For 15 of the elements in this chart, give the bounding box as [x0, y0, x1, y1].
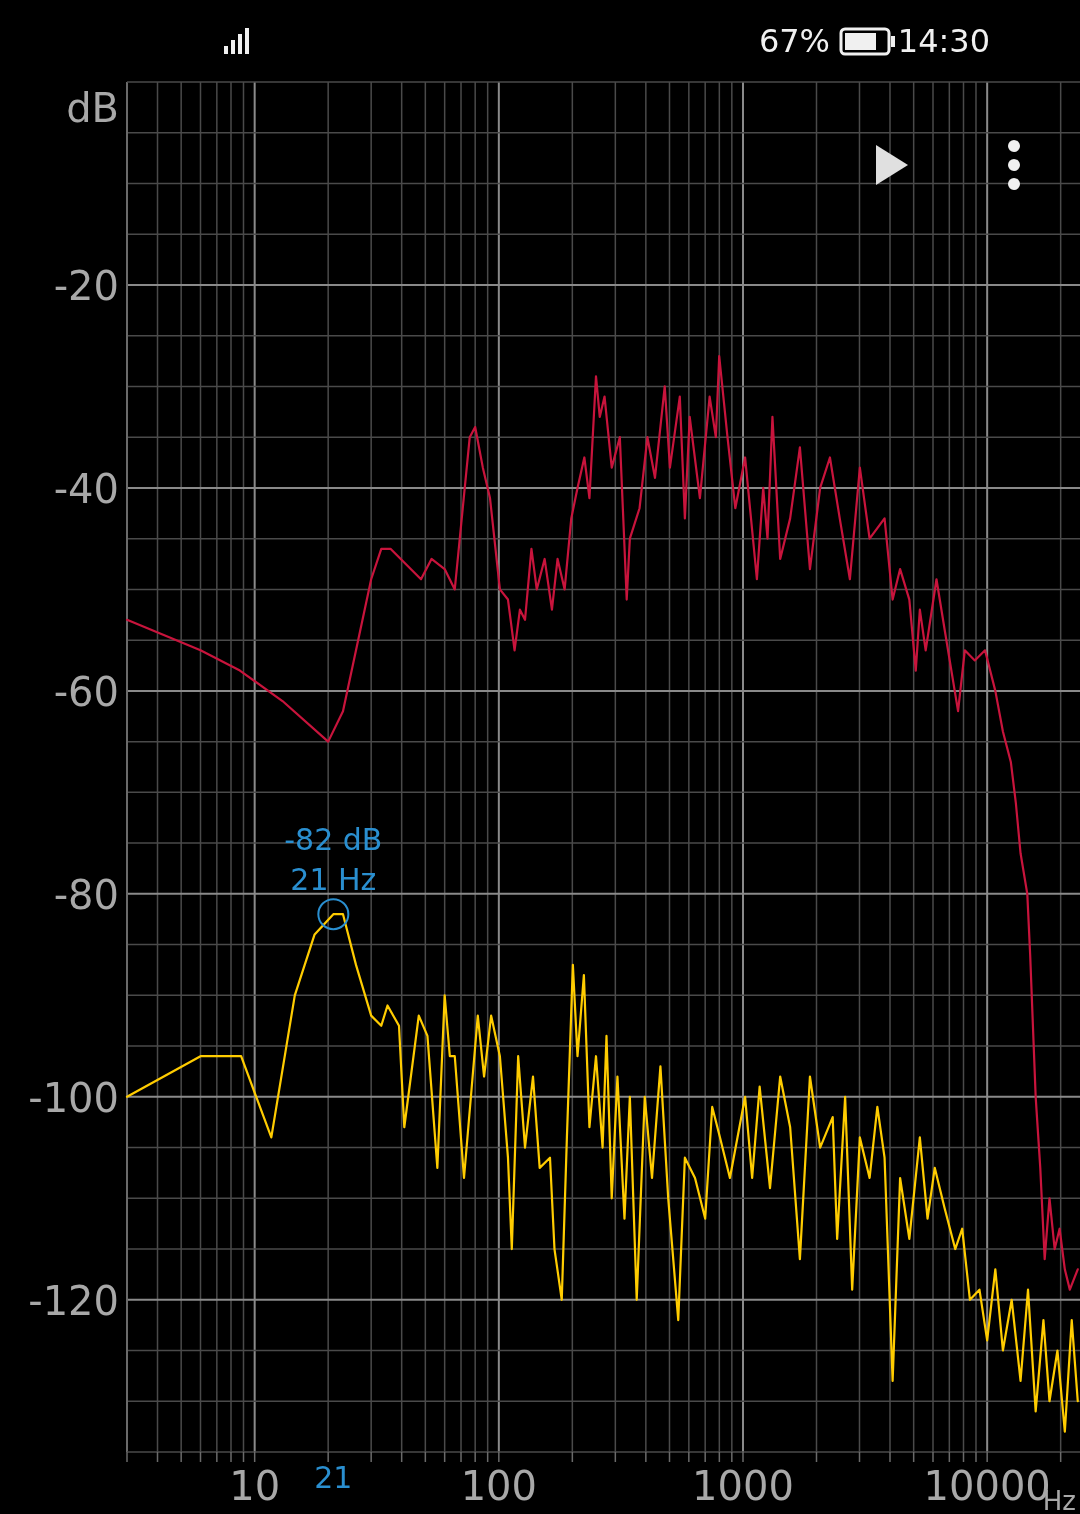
annotation: -82 dB [284, 822, 383, 858]
annotation: 21 Hz [290, 862, 377, 898]
y-tick-label: -100 [28, 1074, 119, 1121]
y-tick-label: -40 [53, 465, 119, 512]
x-tick-label: 1000 [692, 1463, 794, 1509]
y-tick-label: -80 [53, 871, 119, 918]
y-tick-label: -20 [53, 262, 119, 309]
y-tick-label: -60 [53, 668, 119, 715]
y-tick-label: -120 [28, 1277, 119, 1324]
text: 14:30 [897, 22, 990, 60]
x-tick-label: 100 [460, 1463, 538, 1509]
text: 21 [314, 1460, 353, 1495]
y-axis-title: dB [66, 85, 119, 131]
x-tick-label: 10 [229, 1463, 281, 1509]
text: 67% [758, 22, 830, 60]
